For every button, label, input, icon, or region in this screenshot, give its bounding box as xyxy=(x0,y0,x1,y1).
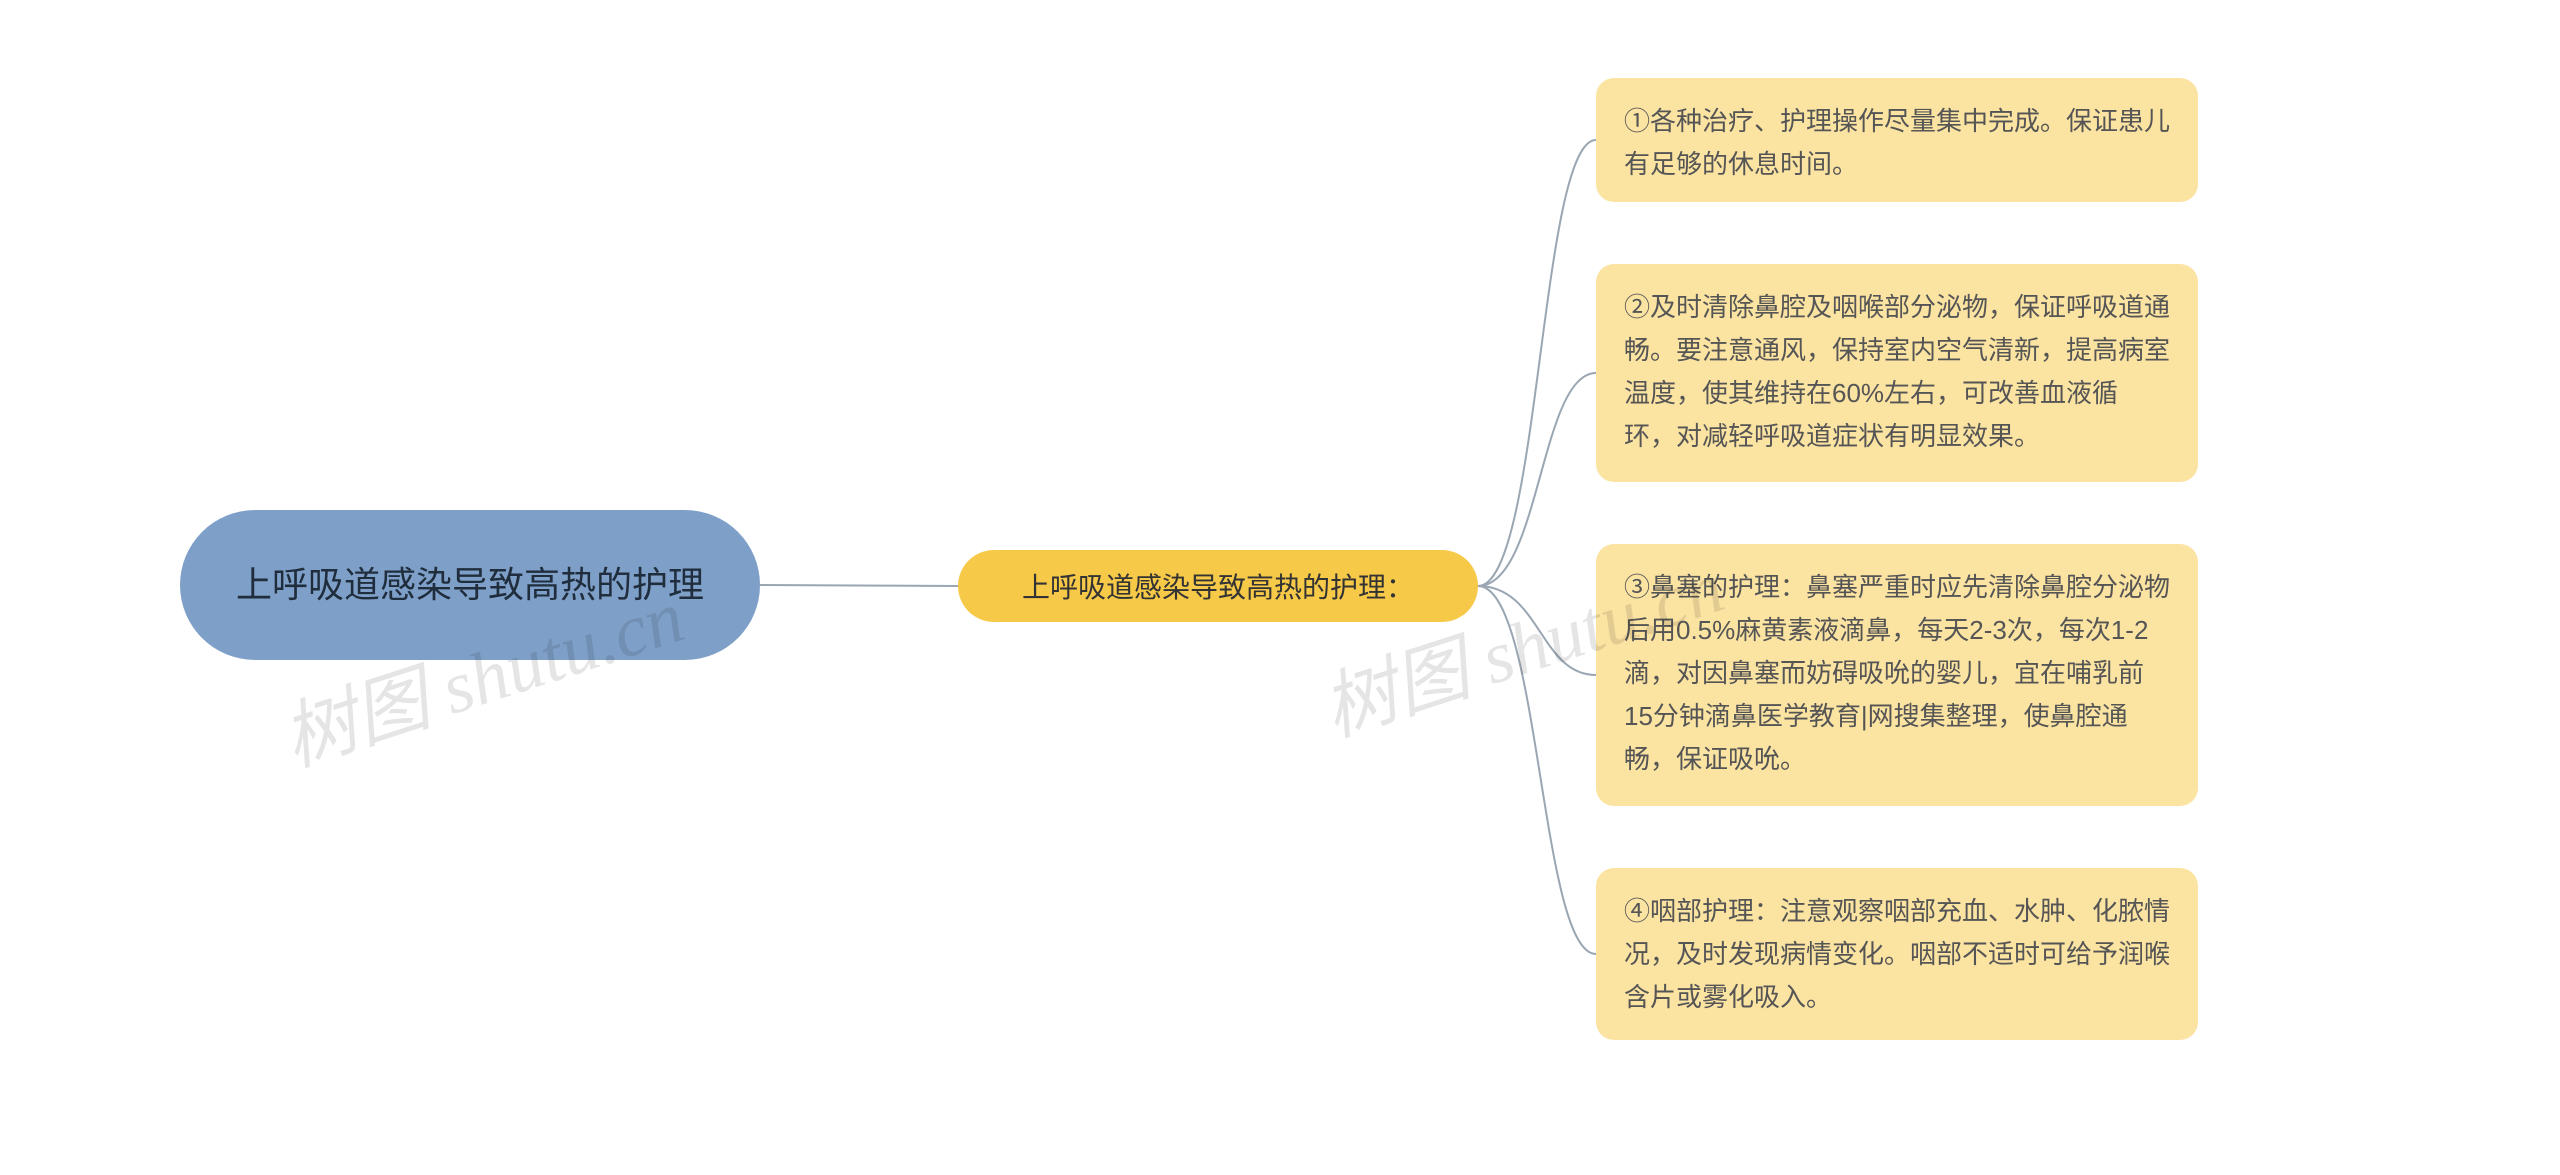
connector-path xyxy=(1478,586,1596,675)
leaf-text: ③鼻塞的护理：鼻塞严重时应先清除鼻腔分泌物后用0.5%麻黄素液滴鼻，每天2-3次… xyxy=(1624,566,2170,780)
leaf-node-3[interactable]: ③鼻塞的护理：鼻塞严重时应先清除鼻腔分泌物后用0.5%麻黄素液滴鼻，每天2-3次… xyxy=(1596,544,2198,806)
leaf-text: ④咽部护理：注意观察咽部充血、水肿、化脓情况，及时发现病情变化。咽部不适时可给予… xyxy=(1624,890,2170,1019)
branch-node[interactable]: 上呼吸道感染导致高热的护理： xyxy=(958,550,1478,622)
connector-path xyxy=(760,585,958,586)
leaf-text: ②及时清除鼻腔及咽喉部分泌物，保证呼吸道通畅。要注意通风，保持室内空气清新，提高… xyxy=(1624,286,2170,458)
leaf-node-1[interactable]: ①各种治疗、护理操作尽量集中完成。保证患儿有足够的休息时间。 xyxy=(1596,78,2198,202)
connector-path xyxy=(1478,373,1596,586)
leaf-text: ①各种治疗、护理操作尽量集中完成。保证患儿有足够的休息时间。 xyxy=(1624,100,2170,186)
mindmap-canvas: 上呼吸道感染导致高热的护理 上呼吸道感染导致高热的护理： ①各种治疗、护理操作尽… xyxy=(0,0,2560,1175)
connector-path xyxy=(1478,140,1596,586)
leaf-node-4[interactable]: ④咽部护理：注意观察咽部充血、水肿、化脓情况，及时发现病情变化。咽部不适时可给予… xyxy=(1596,868,2198,1040)
branch-label: 上呼吸道感染导致高热的护理： xyxy=(1022,566,1414,606)
leaf-node-2[interactable]: ②及时清除鼻腔及咽喉部分泌物，保证呼吸道通畅。要注意通风，保持室内空气清新，提高… xyxy=(1596,264,2198,482)
root-node[interactable]: 上呼吸道感染导致高热的护理 xyxy=(180,510,760,660)
root-label: 上呼吸道感染导致高热的护理 xyxy=(236,558,704,612)
connector-path xyxy=(1478,586,1596,954)
